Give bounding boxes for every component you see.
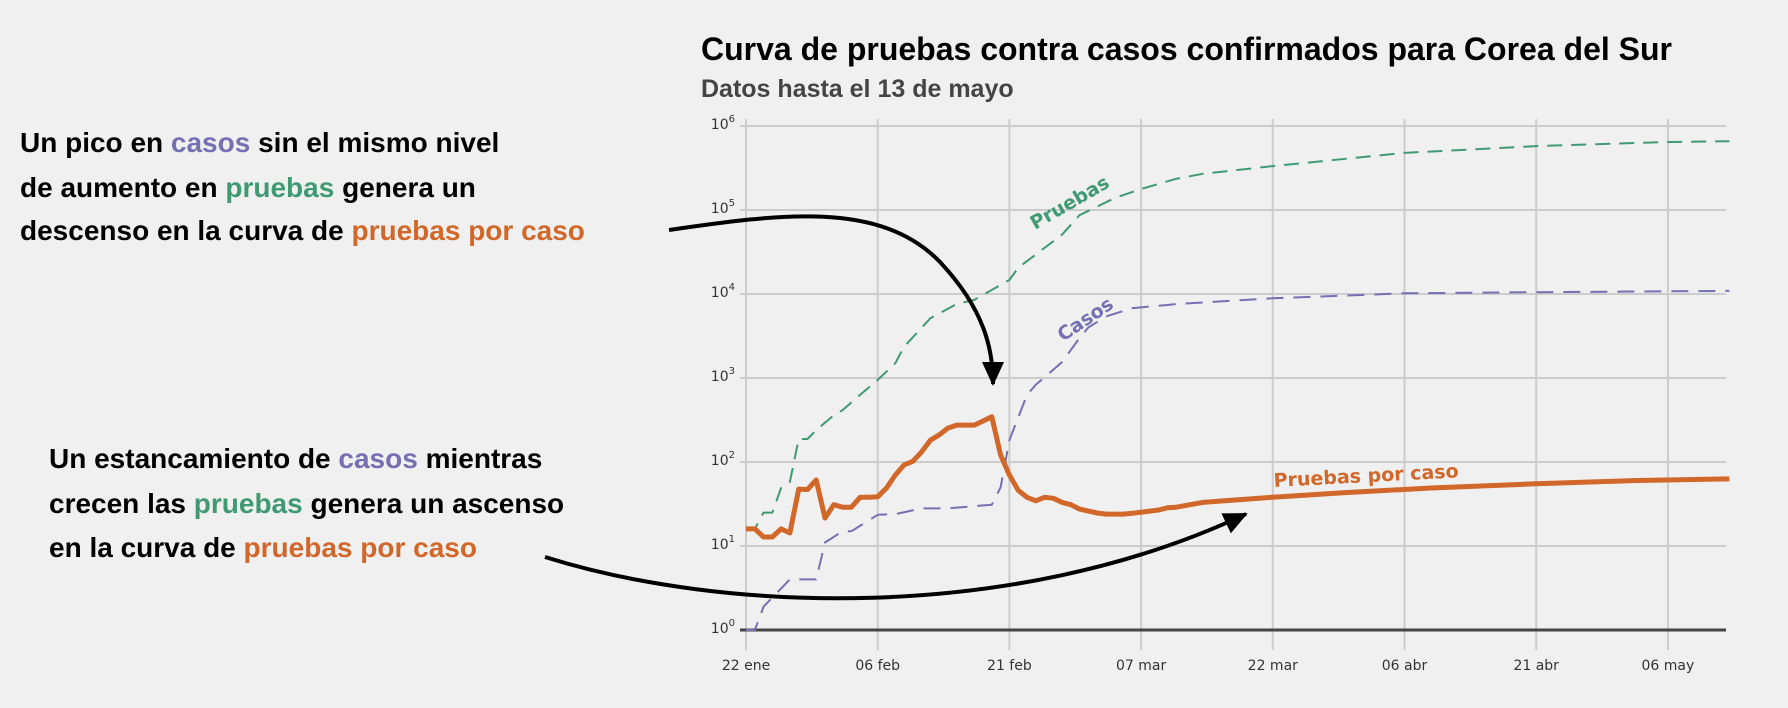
annotation-segment: en la curva de [49,532,244,563]
chart-subtitle: Datos hasta el 13 de mayo [701,75,1014,103]
annotation-line: Un estancamiento de casos mientras [49,443,542,474]
annotation-segment: descenso en la curva de [20,215,352,246]
annotation-segment: casos [338,443,417,474]
annotation-segment: sin el mismo nivel [250,127,499,158]
annotation-segment: pruebas [225,172,334,203]
y-tick-label: 101 [711,534,735,553]
annotation-segment: pruebas [194,488,303,519]
annotation-segment: Un pico en [20,127,171,158]
x-tick-label: 06 abr [1382,658,1428,674]
annotation-line: descenso en la curva de pruebas por caso [20,215,585,246]
series-group [746,140,1730,631]
x-tick-label: 06 feb [855,658,900,674]
annotation-2: Un estancamiento de casos mientras crecen… [49,443,564,563]
annotation-1: Un pico en casos sin el mismo nivel de au… [20,127,585,246]
annotation-line: de aumento en pruebas genera un [20,172,476,203]
annotation-segment: pruebas por caso [244,532,477,563]
annotation-segment: mientras [418,443,543,474]
arrow-plateau-annotation [544,512,1248,601]
annotation-segment: genera un ascenso [303,488,564,519]
annotation-line: en la curva de pruebas por caso [49,532,477,563]
annotation-line: Un pico en casos sin el mismo nivel [20,127,499,158]
x-tick-label: 22 ene [722,658,770,674]
annotation-segment: pruebas por caso [352,215,585,246]
y-tick-label: 100 [711,618,735,637]
annotation-line: crecen las pruebas genera un ascenso [49,488,564,519]
annotations: Un pico en casos sin el mismo nivel de au… [20,127,585,563]
annotation-segment: de aumento en [20,172,225,203]
x-tick-label: 21 feb [987,658,1032,674]
annotation-segment: Un estancamiento de [49,443,338,474]
x-tick-label: 21 abr [1513,658,1559,674]
x-tick-label: 07 mar [1116,658,1166,674]
grid [740,119,1726,650]
series-line-pruebas-por-caso [746,414,1730,540]
x-tick-label: 22 mar [1248,658,1298,674]
y-tick-label: 106 [711,114,735,133]
arrow-peak-annotation [668,214,1004,386]
chart-title: Curva de pruebas contra casos confirmado… [701,31,1672,67]
y-axis-ticks: 100 101 102 103 104 105 106 [711,114,735,637]
annotation-segment: genera un [334,172,476,203]
y-tick-label: 105 [711,198,735,217]
y-tick-label: 104 [711,282,735,301]
series-line-casos [746,289,1730,631]
annotation-segment: casos [171,127,250,158]
y-tick-label: 103 [711,366,735,385]
y-tick-label: 102 [711,450,735,469]
annotation-segment: crecen las [49,488,194,519]
x-tick-label: 06 may [1642,658,1695,674]
series-line-pruebas [746,140,1730,530]
x-axis-ticks: 22 ene 06 feb 21 feb 07 mar 22 mar 06 abr 21 a… [722,658,1694,674]
series-label-casos: Casos [1053,293,1117,346]
